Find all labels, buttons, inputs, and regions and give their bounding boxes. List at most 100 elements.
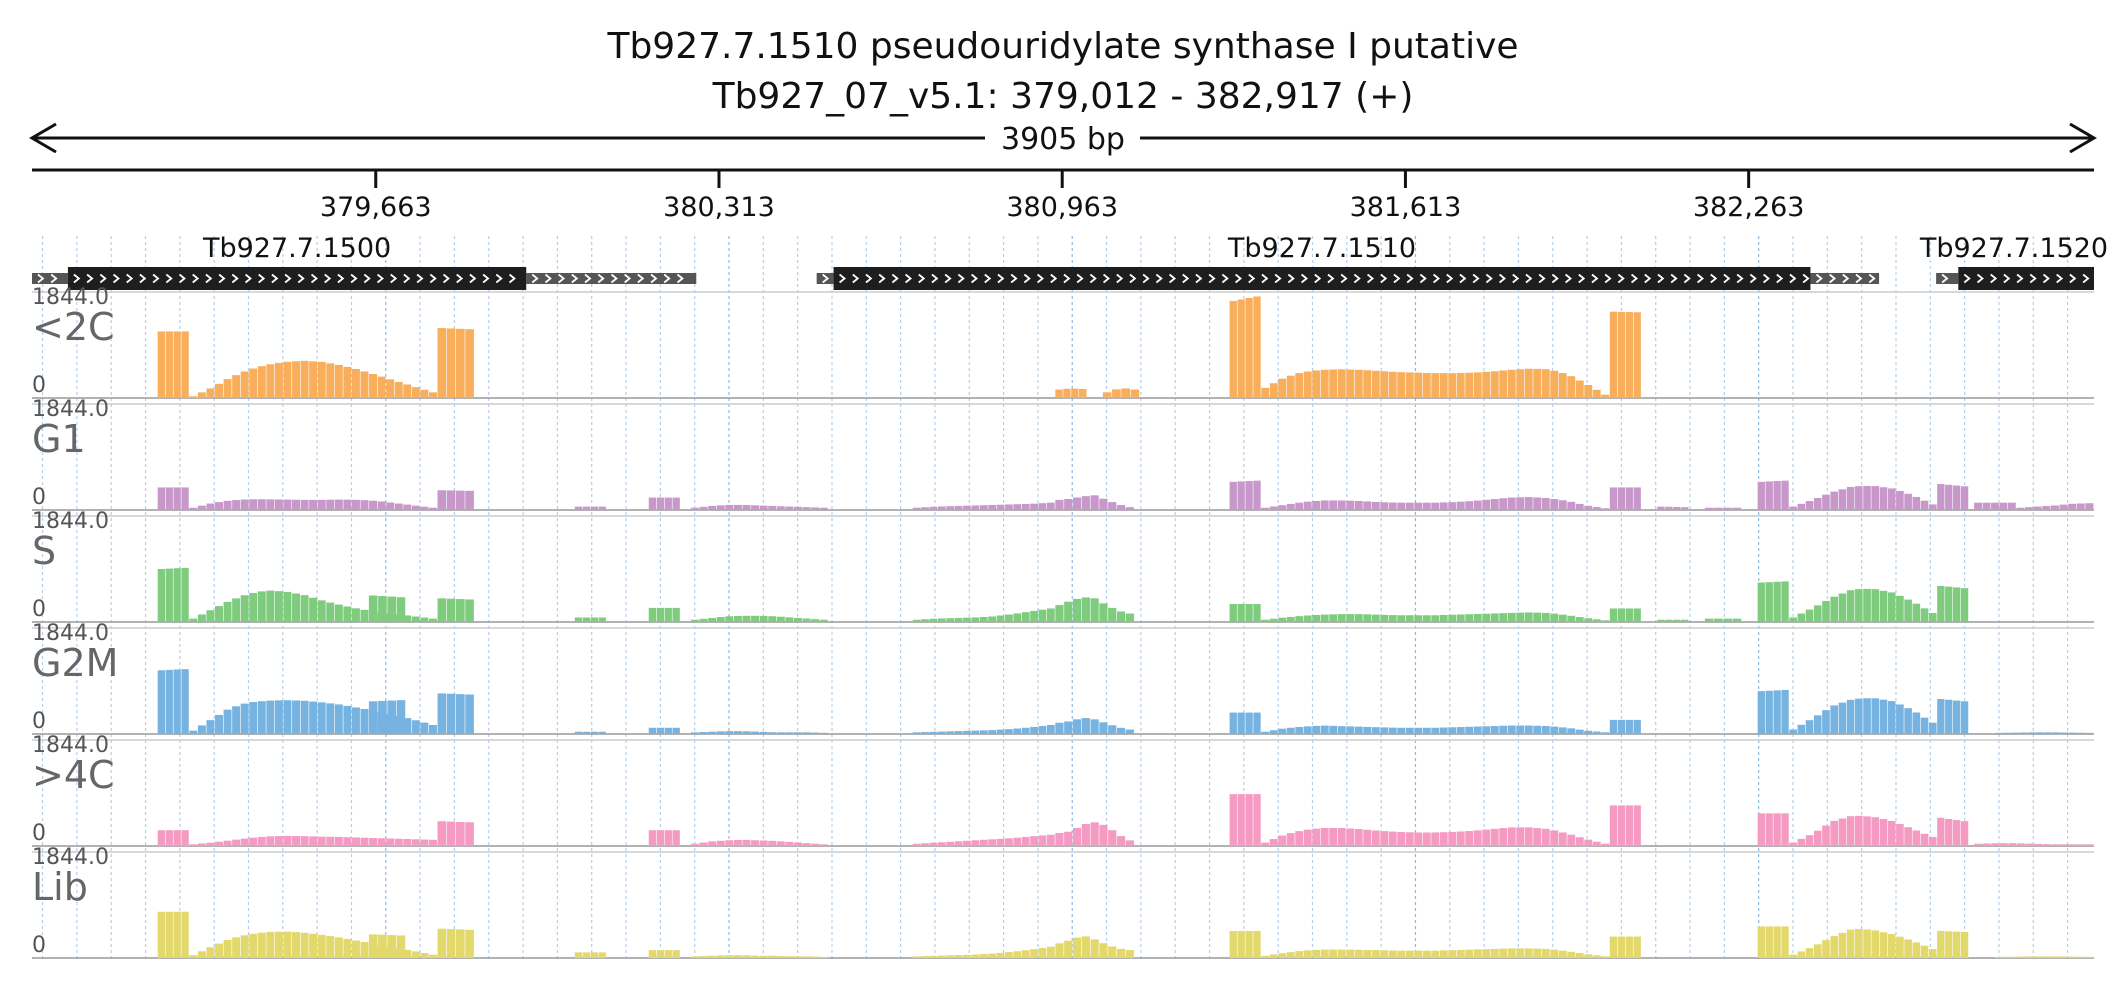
coverage-bar [1822, 710, 1830, 734]
coverage-bar [1269, 506, 1278, 510]
coverage-bar [1609, 805, 1618, 846]
coverage-bar [1912, 830, 1921, 846]
coverage-bar [1524, 948, 1533, 958]
coverage-bar [1380, 502, 1389, 510]
coverage-bar [446, 598, 456, 622]
coverage-bar [249, 592, 258, 622]
cds-strand-arrow-icon-61 [1644, 273, 1652, 284]
coverage-bar [1245, 603, 1253, 622]
gene-model-Tb927-7-1510: Tb927.7.1510 [816, 233, 1880, 290]
track-max-label: 1844.0 [32, 845, 109, 870]
coverage-bar [1855, 486, 1863, 510]
coverage-bar [725, 840, 734, 846]
coverage-bar [759, 955, 768, 958]
coverage-bar [699, 732, 708, 734]
coverage-bar [590, 506, 598, 510]
coverage-bar [343, 938, 352, 958]
coverage-bar [1757, 926, 1765, 958]
coverage-bar [1633, 936, 1641, 958]
coverage-bar [1473, 830, 1482, 846]
coverage-bar [437, 328, 447, 398]
coverage-bar [979, 730, 988, 734]
coverage-bar [1558, 500, 1567, 510]
cds-strand-arrow-icon-50 [1499, 273, 1507, 284]
coverage-bar [257, 499, 266, 510]
coverage-bar [189, 844, 198, 846]
span-ruler: 3905 bp [29, 122, 2097, 157]
coverage-bar [1609, 719, 1618, 734]
coverage-bar [1567, 834, 1576, 846]
coverage-bar [751, 955, 760, 958]
coverage-bar [1991, 502, 1999, 510]
coverage-bar [1904, 708, 1912, 734]
coverage-bar [1286, 833, 1295, 846]
coverage-bar [317, 934, 326, 958]
coverage-bar [351, 368, 360, 398]
coverage-bar [165, 568, 173, 622]
coverage-bar [2050, 505, 2059, 510]
coverage-bar [751, 615, 760, 622]
coverage-bar [181, 911, 189, 958]
coverage-bar [819, 619, 828, 622]
coverage-bar [1354, 726, 1363, 734]
coverage-bar [1046, 608, 1055, 622]
coverage-bar [802, 956, 811, 958]
coverage-bar [165, 830, 173, 846]
coverage-bar [326, 499, 335, 510]
coverage-bar [1879, 699, 1888, 734]
coverage-bar [1904, 827, 1912, 846]
coverage-bar [1617, 936, 1626, 958]
coverage-bar [768, 616, 777, 622]
coverage-bar [1465, 830, 1474, 846]
utr5-strand-arrow-icon-0 [37, 273, 45, 284]
coverage-bar [1781, 813, 1789, 846]
coverage-bar [1055, 833, 1064, 846]
cds-strand-arrow-icon-24 [390, 273, 398, 284]
coverage-bar [1904, 599, 1912, 622]
utr3-strand-arrow-icon-7 [624, 273, 632, 284]
cds-strand-arrow-icon-13 [244, 273, 252, 284]
coverage-bar [1550, 370, 1559, 398]
coverage-bar [1550, 613, 1559, 622]
coverage-bar [751, 505, 760, 510]
coverage-bar [1448, 502, 1457, 510]
coverage-bar [283, 361, 292, 398]
coverage-bar [386, 502, 395, 510]
utr3-strand-arrow-icon-3 [1855, 273, 1863, 284]
coverage-bar [266, 700, 275, 734]
coverage-bar [369, 500, 378, 510]
coverage-bar [785, 841, 794, 846]
coverage-bar [1524, 497, 1533, 510]
coverage-bar [2003, 732, 2012, 734]
coverage-bar [1125, 950, 1134, 958]
coverage-bar [1030, 610, 1038, 622]
coverage-bar [189, 396, 198, 398]
coverage-bar [937, 618, 946, 622]
track-max-label: 1844.0 [32, 397, 109, 422]
coverage-bar [1465, 614, 1474, 622]
coverage-bar [173, 487, 181, 510]
coverage-bar [590, 731, 598, 734]
coverage-bar [1822, 494, 1830, 510]
coverage-bar [1354, 949, 1363, 958]
track-min-label: 0 [32, 933, 46, 958]
coverage-bar [733, 955, 742, 958]
coverage-bar [1482, 829, 1491, 846]
coverage-bar [759, 840, 768, 846]
coverage-bar [1064, 499, 1073, 510]
utr3-strand-arrow-icon-10 [663, 273, 671, 284]
coverage-bar [411, 505, 420, 510]
coverage-bar [215, 502, 223, 510]
coverage-bar [1723, 507, 1732, 510]
coverage-bar [165, 669, 173, 734]
coverage-bar [317, 499, 326, 510]
cds-strand-arrow-icon-44 [1419, 273, 1427, 284]
coverage-bar [1567, 615, 1576, 622]
coverage-bar [672, 497, 680, 510]
coverage-bar [1456, 501, 1465, 510]
coverage-bar [317, 600, 326, 622]
coverage-bar [1329, 369, 1338, 398]
cds-strand-arrow-icon-2 [1990, 273, 1998, 284]
coverage-bar [1371, 501, 1380, 510]
coverage-bar [2052, 732, 2061, 734]
